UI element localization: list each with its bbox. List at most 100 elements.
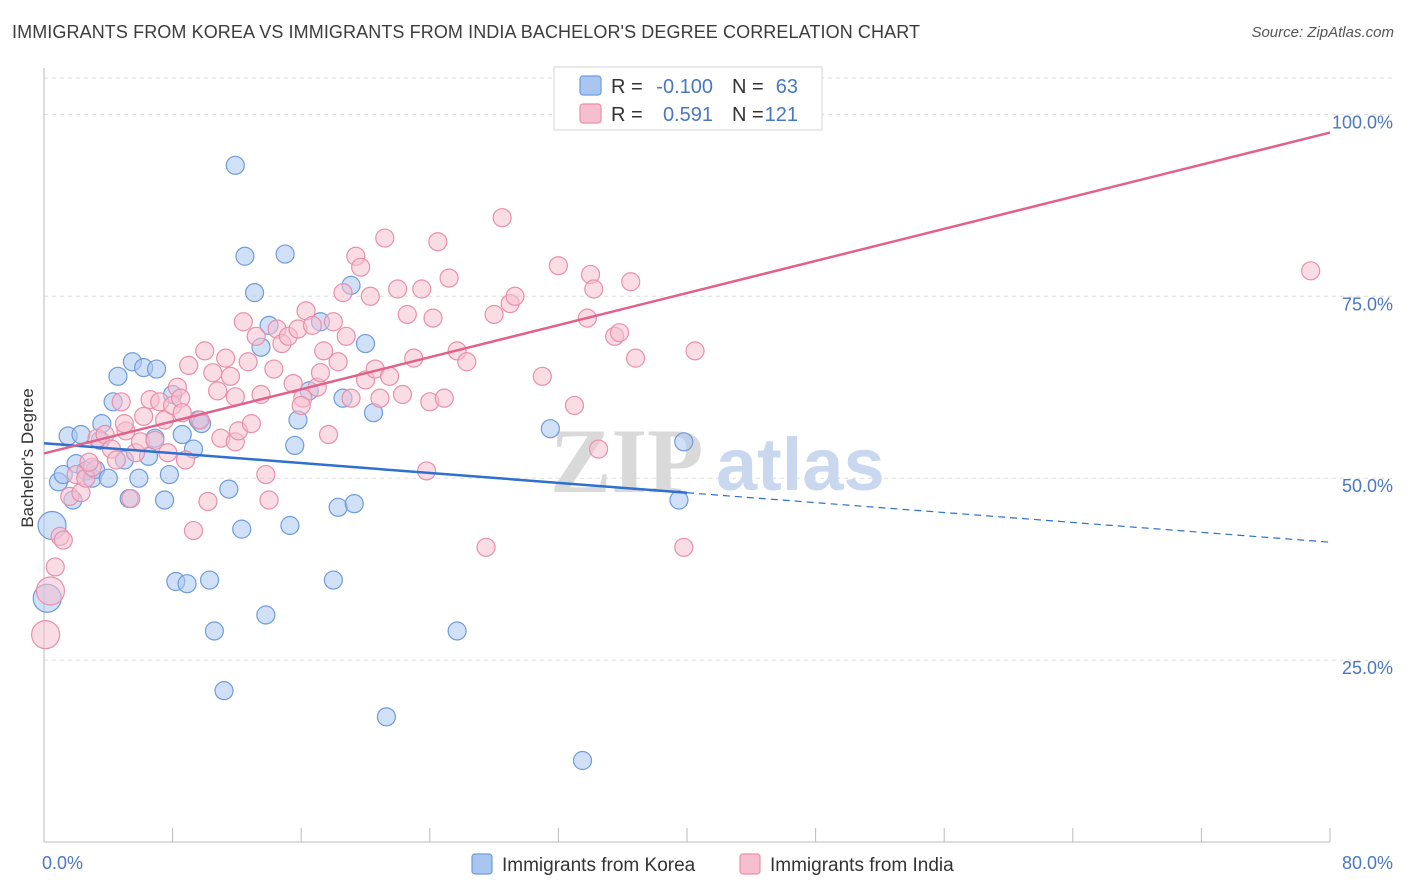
- korea-point-51: [328, 497, 348, 517]
- india-point-29: [179, 355, 199, 376]
- india-point-63: [333, 283, 353, 303]
- legend-swatch-korea: [579, 75, 602, 96]
- korea-trend-line-extension: [686, 492, 1331, 543]
- korea-point-61: [674, 432, 694, 452]
- legend-r-value-india: 0.591: [663, 104, 713, 126]
- india-point-92: [548, 256, 569, 276]
- india-point-77: [404, 348, 424, 368]
- india-point-34: [203, 363, 223, 383]
- india-point-75: [392, 384, 413, 405]
- korea-point-40: [244, 283, 265, 303]
- india-point-81: [428, 232, 448, 252]
- india-point-48: [264, 359, 284, 379]
- india-point-42: [238, 352, 258, 372]
- india-point-86: [476, 537, 496, 557]
- korea-point-36: [219, 479, 239, 499]
- korea-point-25: [159, 464, 179, 485]
- y-tick-label: 100.0%: [1332, 112, 1393, 132]
- india-point-100: [621, 272, 641, 292]
- korea-point-44: [275, 244, 295, 264]
- korea-point-7: [71, 424, 91, 445]
- india-trend-line: [43, 131, 1331, 455]
- india-point-78: [412, 279, 432, 299]
- x-tick-label-max: 80.0%: [1342, 853, 1393, 873]
- india-point-52: [283, 374, 303, 394]
- india-point-101: [625, 348, 646, 368]
- india-point-1: [35, 576, 66, 606]
- india-point-85: [457, 352, 477, 372]
- india-point-83: [439, 268, 459, 288]
- india-point-103: [685, 341, 705, 361]
- india-point-82: [434, 388, 454, 408]
- korea-point-54: [344, 494, 364, 514]
- korea-point-38: [232, 519, 252, 539]
- korea-point-58: [447, 621, 467, 641]
- india-point-37: [216, 348, 236, 368]
- korea-trend-line: [43, 442, 688, 494]
- india-point-80: [423, 308, 443, 328]
- watermark-atlas: atlas: [716, 423, 885, 506]
- india-point-56: [302, 315, 323, 335]
- india-point-30: [183, 520, 204, 541]
- india-point-35: [208, 381, 228, 401]
- india-point-105: [79, 452, 99, 472]
- india-point-59: [314, 341, 334, 361]
- india-point-93: [564, 395, 585, 416]
- india-point-74: [388, 279, 408, 299]
- india-point-88: [492, 208, 512, 228]
- y-tick-label: 75.0%: [1342, 294, 1393, 314]
- y-axis-label: Bachelor's Degree: [18, 388, 37, 527]
- korea-point-19: [129, 468, 149, 488]
- india-point-46: [256, 464, 276, 485]
- india-point-67: [351, 257, 371, 277]
- chart-source: Source: ZipAtlas.com: [1251, 24, 1394, 41]
- korea-point-55: [355, 333, 376, 354]
- axis-layer: 25.0% 50.0% 75.0% 100.0% 0.0% 80.0%: [42, 68, 1393, 873]
- correlation-legend: R = -0.100 N = 63 R = 0.591 N = 121: [553, 66, 823, 131]
- korea-point-57: [376, 707, 396, 727]
- india-point-60: [318, 424, 339, 445]
- korea-point-39: [235, 246, 255, 266]
- india-point-58: [310, 363, 331, 383]
- india-point-102: [674, 537, 694, 557]
- korea-point-13: [98, 468, 118, 488]
- india-point-62: [328, 352, 348, 372]
- india-point-16: [121, 488, 141, 509]
- india-point-19: [134, 406, 154, 426]
- india-point-47: [259, 490, 279, 510]
- bottom-legend-swatch-korea: [471, 853, 493, 875]
- india-point-2: [45, 557, 65, 577]
- india-point-96: [584, 279, 604, 299]
- india-point-69: [360, 286, 380, 306]
- india-point-0: [31, 620, 61, 650]
- korea-point-33: [199, 570, 220, 590]
- series-legend: Immigrants from Korea Immigrants from In…: [471, 853, 954, 876]
- india-point-64: [336, 326, 356, 346]
- korea-point-45: [280, 515, 300, 536]
- y-tick-label: 50.0%: [1342, 476, 1393, 496]
- legend-n-label-korea: N =: [732, 76, 764, 98]
- korea-point-42: [256, 605, 276, 625]
- bottom-legend-label-korea: Immigrants from Korea: [502, 855, 696, 876]
- india-point-65: [341, 388, 361, 408]
- india-point-110: [416, 461, 437, 481]
- india-point-13: [106, 450, 126, 470]
- india-point-90: [505, 286, 525, 306]
- korea-point-23: [146, 359, 167, 379]
- india-point-99: [609, 323, 630, 343]
- korea-point-46: [285, 435, 305, 456]
- india-point-87: [484, 304, 504, 325]
- chart-title: IMMIGRANTS FROM KOREA VS IMMIGRANTS FROM…: [12, 22, 921, 42]
- korea-point-35: [214, 681, 234, 701]
- india-point-4: [53, 530, 73, 550]
- korea-point-62: [572, 750, 593, 771]
- legend-n-value-korea: 63: [776, 76, 798, 98]
- legend-n-label-india: N =: [732, 104, 764, 126]
- india-points: [31, 208, 1321, 650]
- india-point-106: [114, 414, 134, 434]
- watermark: ZIP atlas: [550, 410, 885, 512]
- korea-point-24: [154, 490, 175, 510]
- india-point-97: [588, 439, 609, 459]
- korea-point-34: [204, 621, 224, 641]
